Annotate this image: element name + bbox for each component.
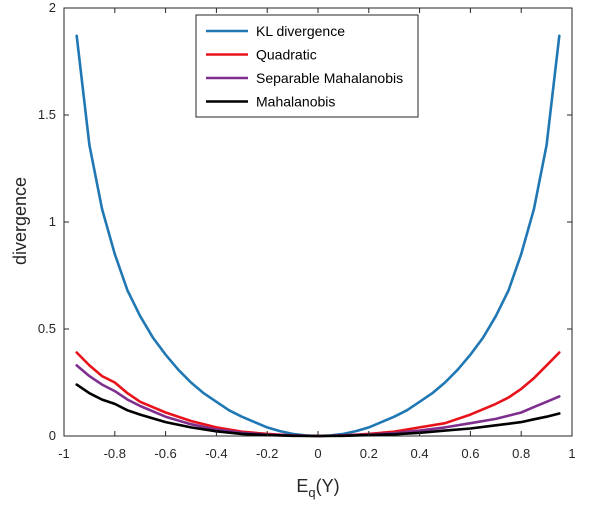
legend-label: KL divergence	[256, 23, 345, 39]
y-tick-label: 0	[49, 428, 56, 443]
y-axis-ticks: 0 0.5 1 1.5 2	[38, 0, 572, 443]
x-tick-label: 1	[568, 446, 575, 461]
x-tick-label: 0.6	[461, 446, 479, 461]
legend-label: Mahalanobis	[256, 94, 335, 110]
x-axis-label-main: E	[296, 476, 308, 496]
x-axis-label-tail: (Y)	[316, 476, 340, 496]
x-axis-label: Eq(Y)	[296, 476, 339, 500]
legend-label: Quadratic	[256, 47, 317, 63]
x-axis-label-subscript: q	[308, 485, 315, 500]
x-axis-ticks: -1 -0.8 -0.6 -0.4 -0.2 0 0.2 0.4 0.6 0.8 1	[58, 8, 576, 461]
x-tick-label: 0	[314, 446, 321, 461]
x-tick-label: -0.8	[104, 446, 126, 461]
x-tick-label: -1	[58, 446, 70, 461]
y-tick-label: 2	[49, 0, 56, 15]
x-tick-label: 0.4	[411, 446, 429, 461]
y-tick-label: 1.5	[38, 107, 56, 122]
legend: KL divergence Quadratic Separable Mahalano…	[195, 14, 419, 118]
series-line-mahalanobis	[75, 383, 561, 438]
y-tick-label: 0.5	[38, 321, 56, 336]
y-tick-label: 1	[49, 214, 56, 229]
x-tick-label: 0.8	[512, 446, 530, 461]
legend-label: Separable Mahalanobis	[256, 70, 403, 86]
x-tick-label: -0.6	[154, 446, 176, 461]
x-tick-label: -0.4	[205, 446, 227, 461]
y-axis-label: divergence	[10, 177, 30, 265]
x-tick-label: -0.2	[256, 446, 278, 461]
x-tick-label: 0.2	[360, 446, 378, 461]
